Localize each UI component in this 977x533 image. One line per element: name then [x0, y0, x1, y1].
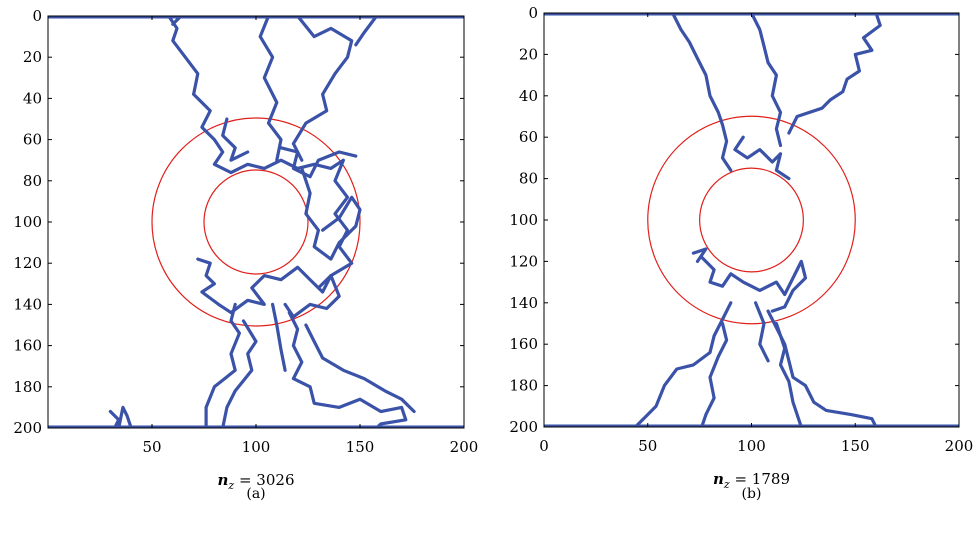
outer-circle	[151, 117, 361, 327]
plot-frame	[543, 12, 960, 428]
x-tick-label: 200	[945, 437, 974, 455]
y-tick-label: 160	[509, 335, 538, 353]
y-tick-label: 120	[13, 254, 42, 272]
y-tick-label: 60	[519, 128, 538, 146]
panel-caption: (a)	[246, 486, 265, 502]
panel-caption: (b)	[742, 486, 762, 502]
plot-frame	[47, 15, 465, 429]
walk-path	[754, 301, 770, 363]
y-tick-label: 20	[23, 48, 42, 66]
x-tick-label: 100	[242, 438, 271, 456]
walk-path	[271, 302, 287, 372]
y-tick-label: 40	[519, 87, 538, 105]
walk-path	[258, 16, 283, 162]
y-tick-label: 120	[509, 252, 538, 270]
walk-path	[774, 321, 803, 427]
panel-a: 0 20 40 60 80 100 120 140 160 180 200 50 100 150 200 nz…	[13, 7, 478, 502]
y-tick-label: 20	[519, 45, 538, 63]
x-tick-label: 150	[841, 437, 870, 455]
walk-path	[287, 311, 408, 428]
walk-path	[221, 117, 250, 162]
y-tick-label: 100	[509, 211, 538, 229]
walk-path	[204, 302, 241, 428]
x-axis-label: nz = 3026	[218, 471, 295, 492]
walk-path	[300, 166, 362, 261]
x-axis-label: nz = 1789	[713, 470, 790, 491]
walk-path	[700, 255, 808, 313]
y-tick-label: 200	[13, 419, 42, 437]
y-tick-label: 180	[509, 377, 538, 395]
walk-path	[691, 247, 708, 263]
x-tick-label: 50	[638, 437, 657, 455]
inner-circle	[203, 169, 309, 275]
walk-path	[733, 135, 791, 181]
y-tick-label: 200	[509, 418, 538, 436]
walk-path	[671, 13, 733, 172]
walk-path	[749, 13, 783, 148]
walk-path	[167, 16, 354, 290]
walk-path	[196, 257, 341, 319]
y-tick-label: 140	[13, 295, 42, 313]
walk-path	[304, 323, 416, 414]
inner-circle	[699, 167, 804, 273]
y-tick-label: 160	[13, 337, 42, 355]
y-tick-label: 100	[13, 213, 42, 231]
outer-circle	[647, 115, 856, 325]
x-tick-label: 0	[539, 437, 549, 455]
walk-path	[291, 16, 354, 162]
x-tick-label: 100	[737, 437, 766, 455]
y-tick-label: 180	[13, 378, 42, 396]
y-tick-label: 40	[23, 89, 42, 107]
x-tick-label: 200	[450, 438, 479, 456]
walk-path	[221, 319, 258, 428]
x-tick-label: 150	[346, 438, 375, 456]
y-tick-label: 0	[32, 7, 42, 25]
y-tick-label: 140	[509, 294, 538, 312]
walk-path	[279, 146, 358, 179]
walk-path	[171, 16, 183, 26]
y-tick-label: 0	[528, 4, 538, 22]
x-tick-label: 50	[142, 438, 161, 456]
walk-path	[354, 16, 379, 47]
plot-area	[48, 16, 464, 428]
y-tick-label: 80	[23, 172, 42, 190]
y-tick-label: 60	[23, 131, 42, 149]
walk-path	[787, 13, 882, 135]
walk-path	[633, 301, 733, 427]
y-tick-label: 80	[519, 170, 538, 188]
plot-area	[544, 13, 959, 427]
walk-path	[108, 405, 133, 428]
walk-path	[700, 321, 729, 427]
